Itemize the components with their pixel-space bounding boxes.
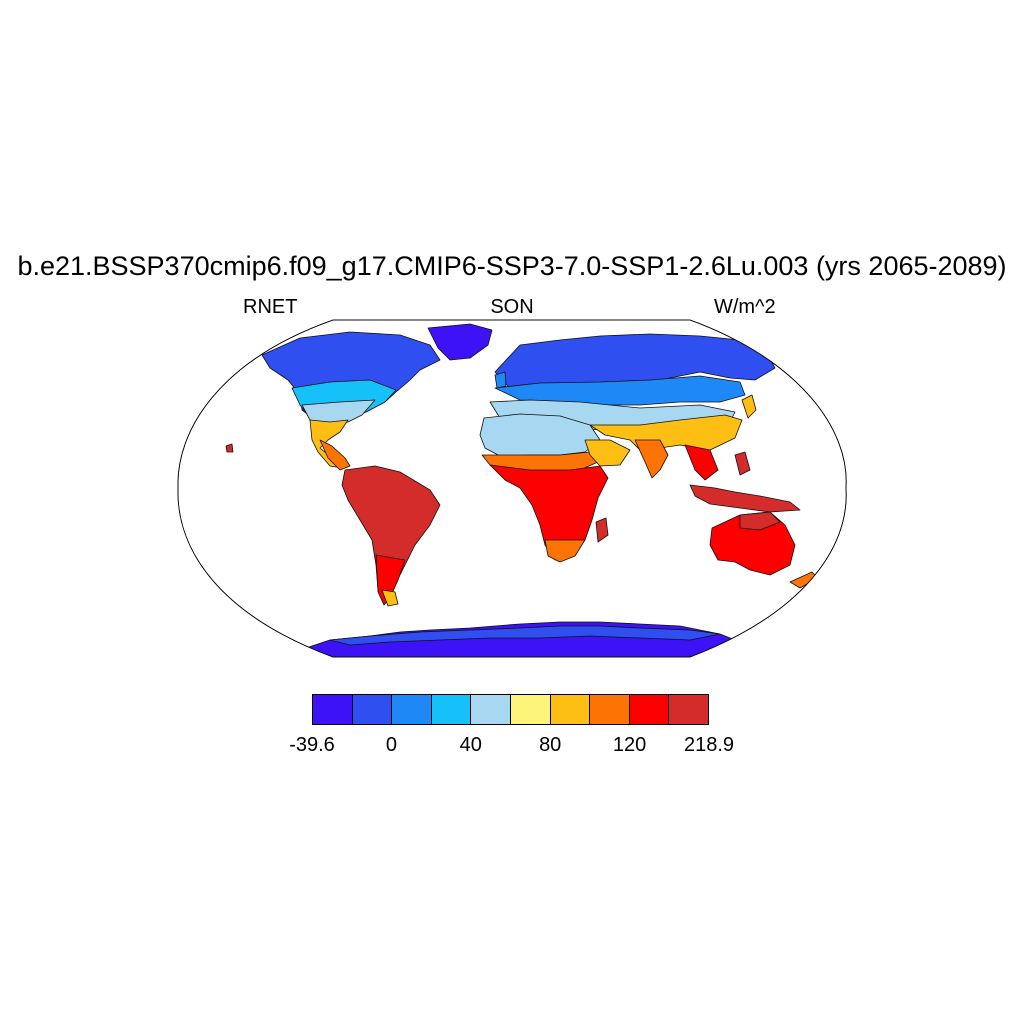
land-uk [494,371,507,389]
land-philippines [734,451,751,476]
land-greenland [427,323,493,361]
land-japan [741,394,757,419]
colorbar-box [471,695,511,724]
land-mexico-south [319,439,351,471]
land-patagonia [381,589,399,607]
land-madagascar [595,517,609,543]
land-hawaii [225,443,234,453]
colorbar [312,694,709,725]
land-india [634,439,669,479]
map-title: b.e21.BSSP370cmip6.f09_g17.CMIP6-SSP3-7.… [17,251,1007,281]
colorbar-box [510,695,551,724]
colorbar-label: 0 [385,734,397,756]
units-label: W/m^2 [714,296,776,318]
land-arabia [584,439,631,467]
land-southeast-asia [684,444,719,481]
colorbar-boxes [312,694,709,725]
colorbar-label: 120 [612,734,647,756]
colorbar-label: 40 [459,734,482,756]
colorbar-box [431,695,472,724]
colorbar-label: 80 [539,734,562,756]
colorbar-label: -39.6 [289,734,335,756]
colorbar-box [629,695,670,724]
colorbar-label: 218.9 [683,734,735,756]
season-label: SON [490,296,534,318]
land-africa-south [544,539,586,563]
map-frame-outline [177,319,847,658]
land-indonesia [689,484,801,513]
land-australia-north [739,511,781,531]
colorbar-box [669,695,708,724]
colorbar-box [313,695,353,724]
colorbar-box [352,695,393,724]
land-antarctica-coast [329,625,721,646]
variable-label: RNET [243,296,298,318]
colorbar-box [550,695,591,724]
colorbar-box [590,695,630,724]
colorbar-box [392,695,432,724]
